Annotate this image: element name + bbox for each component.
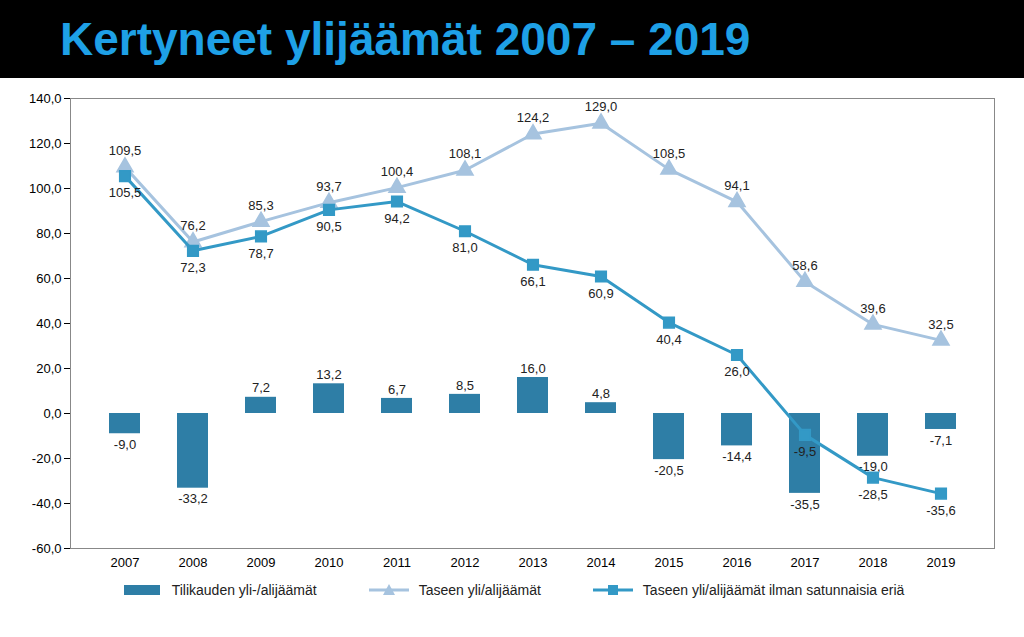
svg-text:105,5: 105,5 <box>109 185 142 200</box>
svg-text:72,3: 72,3 <box>180 260 205 275</box>
svg-text:2018: 2018 <box>859 555 888 570</box>
svg-text:-7,1: -7,1 <box>930 433 952 448</box>
html-text:Tilikauden yli-/alijäämät: Tilikauden yli-/alijäämät <box>171 582 317 598</box>
svg-text:94,1: 94,1 <box>724 178 749 193</box>
svg-text:81,0: 81,0 <box>452 240 477 255</box>
svg-text:-19,0: -19,0 <box>858 459 888 475</box>
svg-text:120,0: 120,0 <box>29 136 62 151</box>
svg-text:-40,0: -40,0 <box>32 496 62 511</box>
svg-text:2017: 2017 <box>791 555 820 570</box>
svg-text:2015: 2015 <box>655 555 684 570</box>
svg-text:40,4: 40,4 <box>656 332 681 347</box>
svg-text:2010: 2010 <box>315 555 344 570</box>
svg-text:124,2: 124,2 <box>517 110 550 125</box>
svg-text:6,7: 6,7 <box>388 382 406 397</box>
svg-text:8,5: 8,5 <box>456 378 474 393</box>
svg-text:140,0: 140,0 <box>29 91 62 106</box>
svg-text:16,0: 16,0 <box>520 361 545 376</box>
svg-text:108,5: 108,5 <box>653 146 686 161</box>
html-text:Taseen yli/alijäämät: Taseen yli/alijäämät <box>418 582 541 598</box>
svg-text:-14,4: -14,4 <box>722 449 752 464</box>
svg-text:-33,2: -33,2 <box>178 491 208 506</box>
svg-text:109,5: 109,5 <box>109 143 142 158</box>
svg-text:7,2: 7,2 <box>252 380 270 395</box>
svg-text:2008: 2008 <box>179 555 208 570</box>
svg-text:66,1: 66,1 <box>520 274 545 289</box>
svg-text:76,2: 76,2 <box>180 218 205 233</box>
svg-text:100,0: 100,0 <box>29 181 62 196</box>
svg-text:58,6: 58,6 <box>792 258 817 273</box>
svg-text:2013: 2013 <box>519 555 548 570</box>
svg-text:2016: 2016 <box>723 555 752 570</box>
svg-text:78,7: 78,7 <box>248 246 273 261</box>
svg-text:-35,6: -35,6 <box>926 503 956 518</box>
svg-text:129,0: 129,0 <box>585 99 618 114</box>
svg-text:2012: 2012 <box>451 555 480 570</box>
svg-text:-20,0: -20,0 <box>32 451 62 466</box>
svg-text:90,5: 90,5 <box>316 219 341 234</box>
svg-text:60,9: 60,9 <box>588 286 613 301</box>
svg-text:26,0: 26,0 <box>724 364 749 379</box>
svg-text:4,8: 4,8 <box>592 386 610 401</box>
html-text:Taseen yli/alijäämät ilman sat: Taseen yli/alijäämät ilman satunnaisia e… <box>642 582 905 598</box>
svg-text:93,7: 93,7 <box>316 179 341 194</box>
svg-text:20,0: 20,0 <box>36 361 61 376</box>
svg-text:-28,5: -28,5 <box>858 487 888 502</box>
svg-text:2007: 2007 <box>111 555 140 570</box>
html-text:Kertyneet ylijäämät 2007 – 201: Kertyneet ylijäämät 2007 – 2019 <box>60 13 751 65</box>
svg-text:-9,5: -9,5 <box>794 444 816 459</box>
svg-text:-9,0: -9,0 <box>114 437 136 452</box>
svg-text:2011: 2011 <box>383 555 411 570</box>
svg-text:-20,5: -20,5 <box>654 463 684 478</box>
svg-text:-35,5: -35,5 <box>790 497 820 512</box>
svg-text:108,1: 108,1 <box>449 146 482 161</box>
svg-text:100,4: 100,4 <box>381 164 414 179</box>
svg-text:80,0: 80,0 <box>36 226 61 241</box>
svg-text:-60,0: -60,0 <box>32 541 62 556</box>
svg-text:0,0: 0,0 <box>43 406 61 421</box>
svg-text:60,0: 60,0 <box>36 271 61 286</box>
svg-text:2014: 2014 <box>587 555 616 570</box>
svg-text:85,3: 85,3 <box>248 198 273 213</box>
svg-text:32,5: 32,5 <box>928 317 953 332</box>
svg-text:39,6: 39,6 <box>860 301 885 316</box>
svg-text:40,0: 40,0 <box>36 316 61 331</box>
svg-text:94,2: 94,2 <box>384 211 409 226</box>
svg-text:2009: 2009 <box>247 555 276 570</box>
svg-text:2019: 2019 <box>927 555 956 570</box>
svg-text:13,2: 13,2 <box>316 367 341 382</box>
